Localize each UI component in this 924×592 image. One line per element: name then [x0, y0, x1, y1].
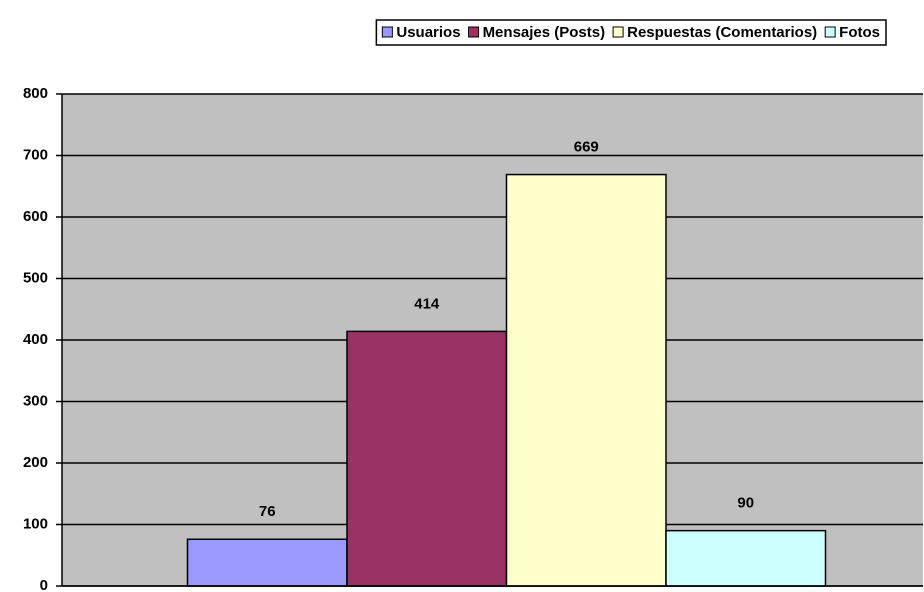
y-tick-label: 500	[23, 269, 48, 286]
y-tick-label: 200	[23, 454, 48, 471]
y-tick-label: 300	[23, 392, 48, 409]
bar	[346, 330, 508, 587]
bar	[665, 529, 827, 587]
legend-box	[375, 19, 887, 46]
legend-swatch	[612, 26, 624, 38]
legend-label: Respuestas (Comentarios)	[627, 24, 817, 41]
data-label: 90	[737, 495, 754, 512]
y-tick-label: 700	[23, 146, 48, 163]
legend: Usuarios Mensajes (Posts) Respuestas (Come…	[375, 19, 887, 46]
bar	[505, 173, 667, 587]
data-label: 414	[414, 295, 440, 312]
data-label: 76	[259, 503, 276, 520]
y-tick-label: 600	[23, 208, 48, 225]
y-tick-label: 100	[23, 515, 48, 532]
legend-label: Usuarios	[396, 24, 460, 41]
legend-swatch	[468, 26, 480, 38]
y-tick-label: 800	[23, 85, 48, 102]
y-tick-label: 0	[40, 577, 48, 592]
legend-swatch	[824, 26, 836, 38]
y-tick-label: 400	[23, 331, 48, 348]
data-label: 669	[574, 139, 599, 156]
legend-label: Mensajes (Posts)	[483, 24, 606, 41]
legend-swatch	[381, 26, 393, 38]
legend-label: Fotos	[839, 24, 880, 41]
bar	[186, 538, 348, 587]
